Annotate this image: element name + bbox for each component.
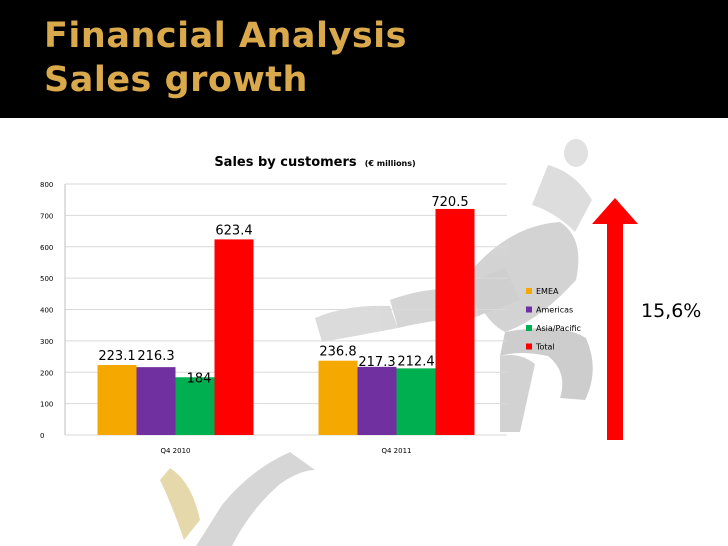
data-label-americas-q4-2010: 216.3 <box>137 349 174 364</box>
chart-title-text: Sales by customers <box>214 155 357 170</box>
data-label-asia-pacific-q4-2010: 184 <box>187 371 212 386</box>
legend-label-total: Total <box>535 343 555 352</box>
bar-asia-pacific-q4-2011 <box>396 368 436 435</box>
growth-arrow-icon <box>592 198 638 440</box>
y-tick-label-300: 300 <box>40 338 53 346</box>
slide-title-line-1: Financial Analysis <box>44 16 407 56</box>
data-label-asia-pacific-q4-2011: 212.4 <box>397 354 434 369</box>
slide-title: Financial Analysis Sales growth <box>44 14 407 102</box>
bar-asia-pacific-q4-2010 <box>175 377 215 435</box>
growth-percentage-label: 15,6% <box>641 300 702 322</box>
sales-chart: Sales by customers (€ millions) 0 100 200 3… <box>40 151 581 455</box>
data-label-total-q4-2011: 720.5 <box>431 195 468 210</box>
legend-label-asia-pacific: Asia/Pacific <box>536 324 581 333</box>
chart-title-unit: (€ millions) <box>365 159 416 168</box>
y-tick-label-500: 500 <box>40 275 53 283</box>
data-label-total-q4-2010: 623.4 <box>215 223 252 238</box>
y-tick-label-400: 400 <box>40 307 53 315</box>
arrow-shape <box>592 198 638 440</box>
legend-swatch-asia-pacific <box>526 325 532 331</box>
y-tick-label-600: 600 <box>40 244 53 252</box>
bar-total-q4-2010 <box>214 239 254 435</box>
chart-title: Sales by customers (€ millions) <box>214 151 415 170</box>
data-label-emea-q4-2011: 236.8 <box>319 345 356 360</box>
y-tick-label-0: 0 <box>40 432 44 440</box>
bar-total-q4-2011 <box>435 208 475 435</box>
y-tick-label-700: 700 <box>40 212 53 220</box>
bars <box>97 208 475 435</box>
bar-emea-q4-2010 <box>97 365 137 435</box>
data-label-americas-q4-2011: 217.3 <box>358 355 395 370</box>
y-tick-label-100: 100 <box>40 401 53 409</box>
y-tick-label-200: 200 <box>40 369 53 377</box>
bar-americas-q4-2010 <box>136 367 176 435</box>
x-tick-label-q4-2010: Q4 2010 <box>160 447 190 455</box>
sprinter-silhouette-image <box>160 139 593 546</box>
legend-label-emea: EMEA <box>536 287 559 296</box>
legend-swatch-americas <box>526 306 532 313</box>
bar-emea-q4-2011 <box>318 360 358 435</box>
y-tick-label-800: 800 <box>40 181 53 189</box>
slide-title-line-2: Sales growth <box>44 60 308 100</box>
legend-label-americas: Americas <box>536 306 573 315</box>
legend-swatch-total <box>526 343 532 350</box>
data-label-emea-q4-2010: 223.1 <box>98 349 135 364</box>
title-banner <box>0 0 728 118</box>
bar-americas-q4-2011 <box>357 366 397 435</box>
x-tick-label-q4-2011: Q4 2011 <box>381 447 411 455</box>
y-axis-ticks: 0 100 200 300 400 500 600 700 800 <box>40 181 53 440</box>
legend: EMEA Americas Asia/Pacific Total <box>526 287 581 352</box>
x-axis-ticks: Q4 2010 Q4 2011 <box>160 447 411 455</box>
legend-swatch-emea <box>526 288 532 294</box>
